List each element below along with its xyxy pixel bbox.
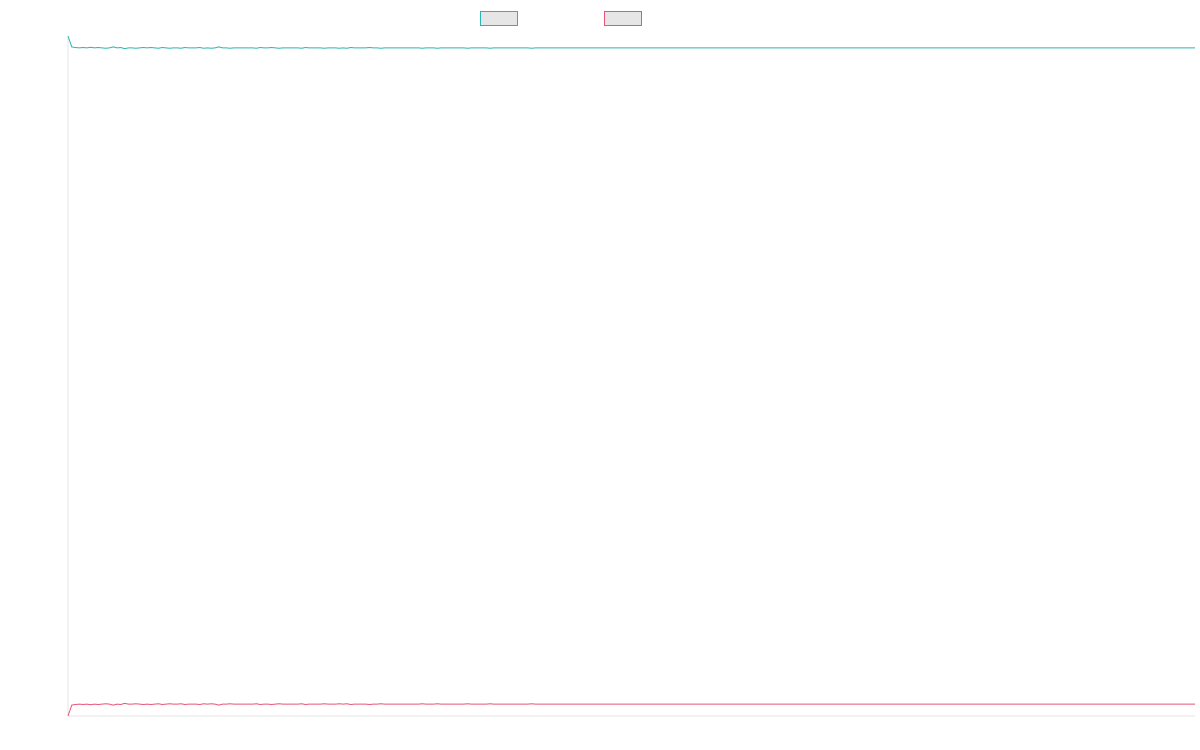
series-layer [67, 35, 1195, 717]
legend [480, 9, 646, 27]
legend-swatch-2 [604, 10, 642, 26]
chart-axes [67, 36, 1195, 717]
legend-item-1[interactable] [480, 9, 524, 27]
legend-swatch-1 [480, 10, 518, 26]
series-line-2[interactable] [67, 702, 1195, 717]
series-line-1[interactable] [67, 35, 1195, 50]
legend-item-2[interactable] [604, 9, 648, 27]
